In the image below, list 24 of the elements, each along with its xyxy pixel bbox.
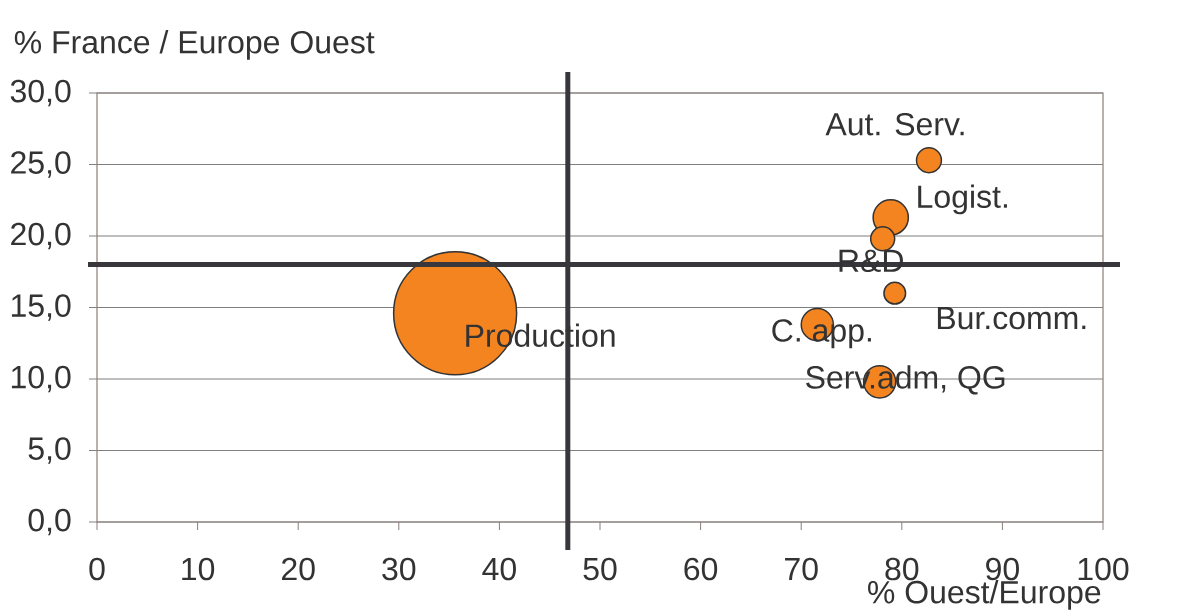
- x-tick-label: 90: [986, 557, 1019, 581]
- y-axis-title: % France / Europe Ouest: [14, 30, 375, 60]
- x-tick-label: 70: [785, 557, 818, 581]
- annotation: C. app.: [772, 319, 871, 349]
- y-tick-label: 10,0: [11, 365, 71, 393]
- x-tick-label: 40: [482, 557, 516, 581]
- x-tick-label: 20: [282, 557, 315, 581]
- x-tick-label: 50: [583, 557, 617, 581]
- x-tick-label: 0: [89, 557, 105, 581]
- x-tick-label: 80: [885, 557, 919, 581]
- x-axis-title: % Ouest/Europe: [868, 580, 1101, 610]
- y-tick-label: 0,0: [28, 508, 71, 536]
- y-tick-label: 5,0: [28, 437, 71, 464]
- y-tick-label: 25,0: [11, 151, 71, 178]
- y-tick-label: 20,0: [11, 222, 71, 250]
- y-tick-label: 30,0: [10, 79, 71, 107]
- annotation: Logist.: [918, 184, 1007, 215]
- annotation: Bur.comm.: [937, 307, 1086, 330]
- x-tick-label: 60: [684, 557, 718, 581]
- y-tick-label: 15,0: [11, 294, 71, 321]
- annotation: Aut. Serv.: [825, 112, 964, 136]
- x-tick-label: 30: [382, 557, 416, 581]
- x-tick-label: 10: [182, 557, 215, 581]
- x-tick-label: 100: [1078, 557, 1129, 581]
